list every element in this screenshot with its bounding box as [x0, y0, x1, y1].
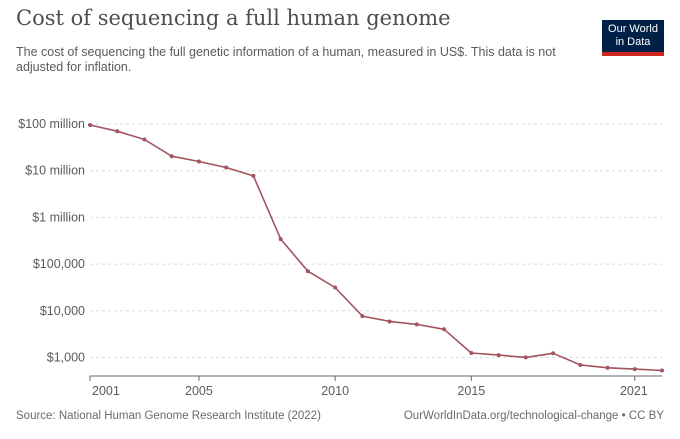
data-point-2002[interactable]: [115, 129, 120, 134]
data-point-2022[interactable]: [660, 368, 664, 373]
logo-line-1: Our World: [608, 23, 658, 35]
y-axis-tick-labels: $1,000 $10,000 $100,000 $1 million $10 milli…: [18, 117, 85, 364]
data-point-2006[interactable]: [224, 165, 229, 170]
y-tick-label: $100,000: [33, 257, 85, 271]
series-cost: [88, 123, 664, 373]
data-point-2019[interactable]: [578, 362, 583, 367]
data-point-2015[interactable]: [469, 350, 474, 355]
x-tick-label: 2001: [92, 384, 120, 398]
y-tick-label: $1 million: [32, 210, 85, 224]
data-point-2004[interactable]: [169, 154, 174, 159]
data-point-2020[interactable]: [605, 365, 610, 370]
data-point-2011[interactable]: [360, 314, 365, 319]
x-axis: 2001 2005 2010 2015 2021: [89, 375, 662, 398]
data-point-2008[interactable]: [278, 237, 283, 242]
x-tick-label: 2021: [620, 384, 648, 398]
y-tick-label: $10 million: [25, 164, 85, 178]
data-point-2001[interactable]: [88, 123, 92, 128]
gridlines: [90, 123, 662, 358]
x-tick-label: 2010: [321, 384, 349, 398]
data-point-2018[interactable]: [551, 351, 556, 356]
data-point-2021[interactable]: [632, 367, 637, 372]
data-point-2016[interactable]: [496, 353, 501, 358]
data-point-2014[interactable]: [442, 327, 447, 332]
data-point-2003[interactable]: [142, 137, 147, 142]
data-point-2009[interactable]: [305, 269, 310, 274]
x-tick-label: 2015: [457, 384, 485, 398]
chart-title: Cost of sequencing a full human genome: [16, 6, 451, 30]
data-point-2017[interactable]: [523, 355, 528, 360]
data-point-2013[interactable]: [414, 322, 419, 327]
series-line: [89, 124, 663, 372]
logo-line-2: in Data: [615, 36, 651, 48]
y-tick-label: $10,000: [40, 304, 85, 318]
x-tick-label: 2005: [185, 384, 213, 398]
data-point-2007[interactable]: [251, 173, 256, 178]
source-note[interactable]: Source: National Human Genome Research I…: [16, 410, 321, 422]
y-tick-label: $100 million: [18, 117, 85, 131]
chart-subtitle: The cost of sequencing the full genetic …: [16, 45, 556, 74]
data-point-2005[interactable]: [196, 159, 201, 164]
our-world-in-data-logo[interactable]: Our World in Data: [602, 20, 664, 56]
data-point-2012[interactable]: [387, 319, 392, 324]
data-point-2010[interactable]: [333, 285, 338, 290]
y-tick-label: $1,000: [47, 350, 85, 364]
credit-link[interactable]: OurWorldInData.org/technological-change …: [403, 410, 664, 422]
